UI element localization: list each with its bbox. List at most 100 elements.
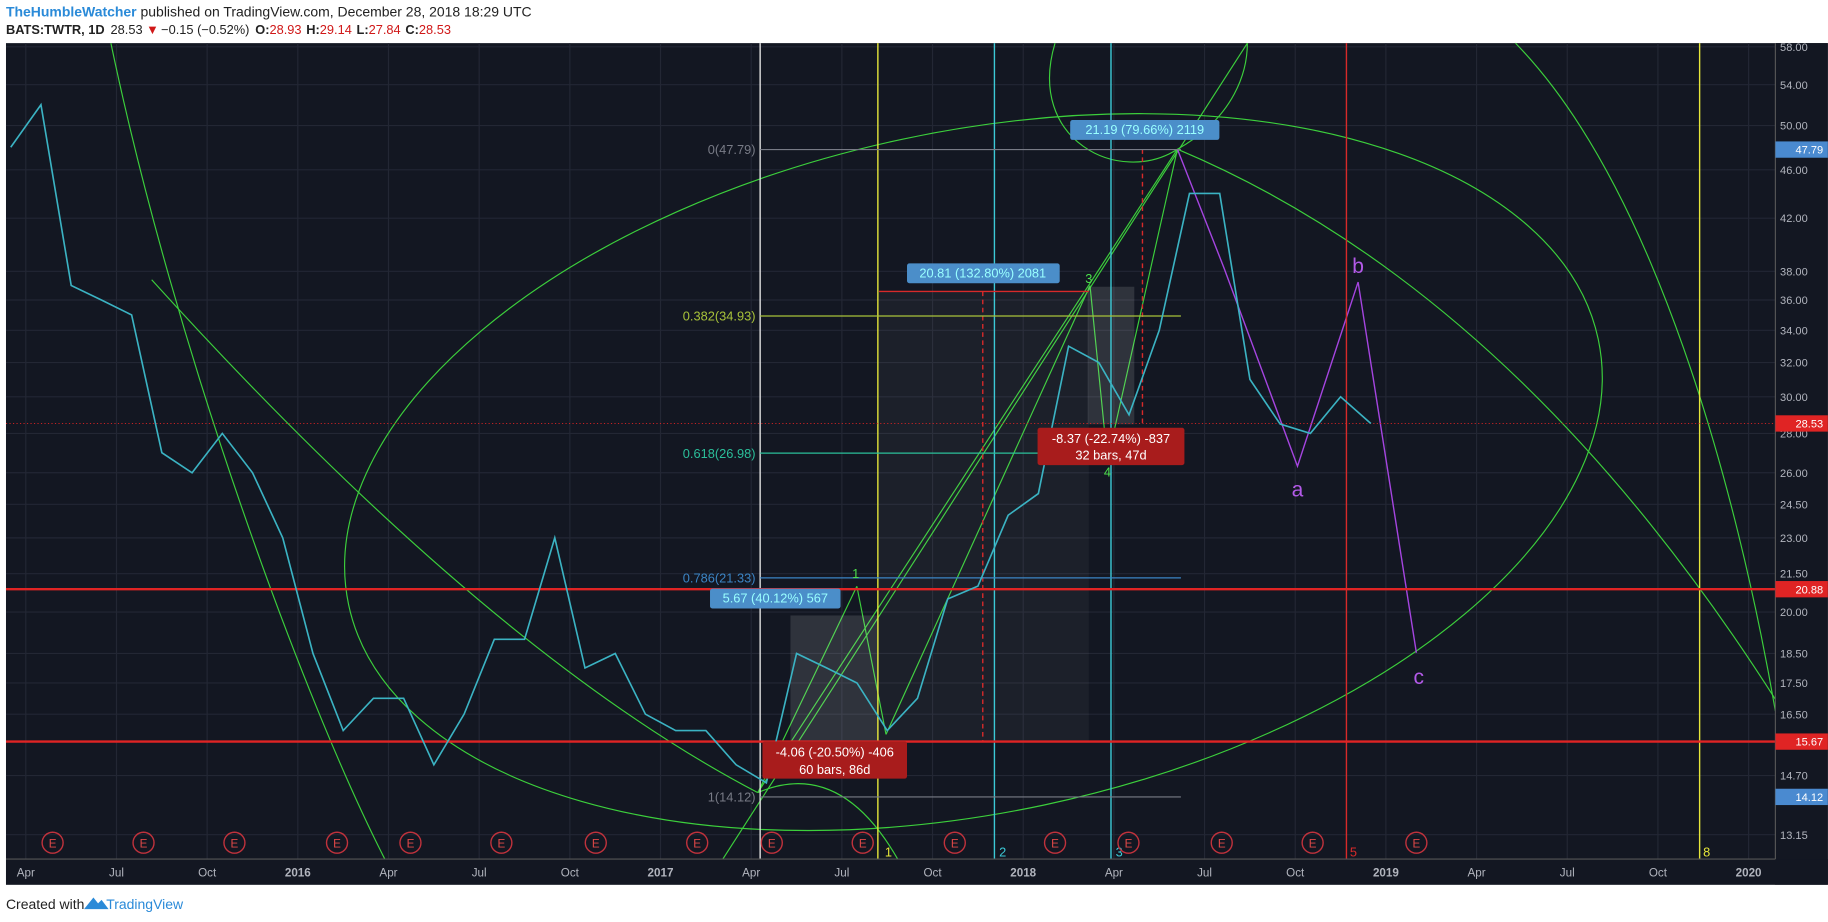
- x-tick-label: 2017: [648, 867, 674, 880]
- y-tick-label: 34.00: [1780, 325, 1808, 337]
- measure-label: 5.67 (40.12%) 567: [723, 591, 828, 606]
- arc: [110, 43, 386, 860]
- y-tick-label: 54.00: [1780, 80, 1808, 92]
- earnings-icon: [41, 831, 64, 854]
- measure-label: -4.06 (-20.50%) -406: [776, 744, 894, 759]
- x-tick-label: Oct: [1286, 867, 1305, 880]
- author[interactable]: TheHumbleWatcher: [6, 3, 137, 19]
- measure-label: 21.19 (79.66%) 2119: [1085, 122, 1204, 137]
- wave-label: c: [1413, 666, 1423, 689]
- wave-label: 1: [852, 566, 859, 581]
- fan-line: [722, 42, 1248, 860]
- y-tick-label: 20.00: [1780, 607, 1808, 619]
- open: 28.93: [270, 22, 302, 37]
- x-tick-label: Oct: [561, 867, 580, 880]
- measure-box: [1070, 120, 1220, 140]
- earnings-icon: [943, 831, 966, 854]
- down-arrow: ▼: [146, 22, 159, 37]
- fib-label: 0.382(34.93): [683, 309, 756, 324]
- y-tick-label: 30.00: [1780, 392, 1808, 404]
- price-tag: 15.67: [1795, 737, 1823, 749]
- wave-label: 3: [1085, 271, 1092, 286]
- y-tick-label: 14.70: [1780, 771, 1808, 783]
- earnings-icon: [223, 831, 246, 854]
- earnings-label: E: [497, 837, 505, 850]
- y-tick-label: 13.15: [1780, 830, 1808, 842]
- high-label: H:: [306, 22, 320, 37]
- axes: 58.00 54.00 50.00 46.00 42.00 38.00 36.00 34.00…: [5, 42, 1828, 885]
- y-tick-label: 32.00: [1780, 358, 1808, 370]
- x-tick-label: Apr: [379, 867, 397, 880]
- cycle-number: 1: [885, 845, 892, 860]
- earnings-label: E: [592, 837, 600, 850]
- price-tag-box: [1775, 788, 1828, 806]
- fib-label: 1(14.12): [708, 790, 756, 805]
- price-tag-box: [1775, 141, 1828, 158]
- price-tag: 28.53: [1795, 419, 1823, 431]
- plot: [5, 42, 1776, 860]
- price-tag: 14.12: [1795, 792, 1823, 804]
- earnings-icon: [1117, 831, 1140, 854]
- wave-line: [856, 586, 887, 735]
- x-tick-label: Jul: [472, 867, 487, 880]
- y-tick-label: 18.50: [1780, 649, 1808, 661]
- close: 28.53: [419, 22, 451, 37]
- change: −0.15 (−0.52%): [161, 22, 249, 37]
- earnings-label: E: [859, 837, 867, 850]
- price-tag-box: [1775, 581, 1828, 598]
- y-tick-label: 21.50: [1780, 569, 1808, 581]
- annotations: 5.67 (40.12%) 567 20.81 (132.80%) 2081 2…: [683, 120, 1710, 860]
- earnings-label: E: [768, 837, 776, 850]
- measure-label: 20.81 (132.80%) 2081: [919, 265, 1046, 280]
- earnings-icon: [760, 831, 783, 854]
- header-line-2: BATS:TWTR, 1D 28.53 ▼ −0.15 (−0.52%) O:28.93…: [6, 22, 451, 37]
- cycle-number: 2: [999, 845, 1006, 860]
- earnings-label: E: [407, 837, 415, 850]
- range-box: [879, 291, 1089, 742]
- measure-label: 60 bars, 86d: [799, 762, 870, 777]
- earnings-label: E: [1051, 837, 1059, 850]
- price-tag: 47.79: [1795, 145, 1823, 157]
- x-tick-label: Apr: [17, 867, 35, 880]
- x-tick-label: Oct: [198, 867, 217, 880]
- price-tag-box: [1775, 415, 1828, 432]
- earnings-icon: [490, 831, 513, 854]
- fib-label: 0(47.79): [708, 142, 756, 157]
- y-tick-label: 42.00: [1780, 213, 1808, 225]
- earnings-label: E: [333, 837, 341, 850]
- x-axis-background: [5, 859, 1828, 885]
- cycle-number: 8: [1703, 845, 1710, 860]
- earnings-label: E: [951, 837, 959, 850]
- price-line-series: [10, 102, 1372, 785]
- open-label: O:: [255, 22, 269, 37]
- x-tick-label: Apr: [1105, 867, 1123, 880]
- earnings-icon: [1210, 831, 1233, 854]
- x-tick-label: Oct: [1649, 867, 1668, 880]
- grid: [5, 43, 1776, 860]
- wave-label: a: [1292, 479, 1304, 502]
- header-line-1: TheHumbleWatcher published on TradingVie…: [6, 3, 532, 19]
- measure-box: [907, 263, 1060, 284]
- y-tick-label: 58.00: [1780, 42, 1808, 54]
- close-label: C:: [405, 22, 419, 37]
- circle: [1048, 42, 1248, 163]
- footer-brand[interactable]: TradingView: [106, 896, 184, 912]
- fib-label: 0.786(21.33): [683, 571, 756, 586]
- earnings-label: E: [49, 837, 57, 850]
- y-tick-label: 17.50: [1780, 678, 1808, 690]
- cycle-number: 5: [1350, 845, 1357, 860]
- range-box: [790, 615, 880, 742]
- earnings-icon: [132, 831, 155, 854]
- y-tick-label: 38.00: [1780, 266, 1808, 278]
- x-tick-label: Jul: [1560, 867, 1575, 880]
- earnings-icon: [399, 831, 422, 854]
- x-tick-label: Oct: [923, 867, 942, 880]
- earnings-label: E: [1125, 837, 1133, 850]
- x-tick-label: Jul: [1197, 867, 1212, 880]
- y-tick-label: 46.00: [1780, 165, 1808, 177]
- published: published on TradingView.com, December 2…: [137, 3, 532, 19]
- earnings-icon: [1301, 831, 1324, 854]
